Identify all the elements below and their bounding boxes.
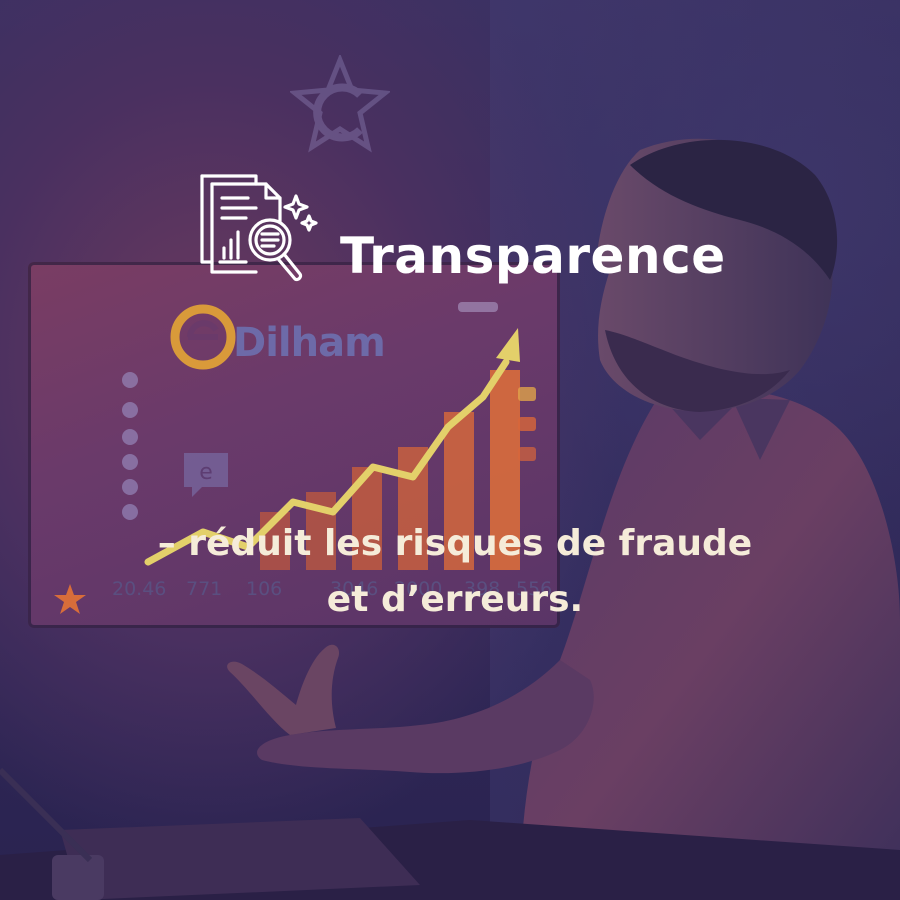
screen-number: 771	[186, 578, 223, 600]
screen-topbar	[458, 302, 498, 312]
presenter-arm	[257, 660, 594, 774]
screen-number: 556	[516, 578, 553, 600]
brand-logo-icon	[170, 304, 236, 370]
screen-bar	[444, 412, 474, 570]
svg-text:e: e	[199, 460, 213, 485]
coffee-cup	[52, 855, 104, 900]
screen-number: 398	[464, 578, 501, 600]
screen-dot	[122, 372, 138, 388]
subtitle-line-1: – réduit les risques de fraude	[157, 523, 753, 564]
screen-trend-line	[144, 358, 510, 566]
headline: Transparence	[196, 170, 796, 290]
screen-number: 3046	[330, 578, 379, 600]
screen-chart	[54, 302, 536, 614]
screen-brand-text: Dilham	[233, 320, 386, 366]
laptop	[60, 818, 420, 900]
presenter-beard	[605, 330, 790, 412]
screen-marker	[518, 447, 536, 461]
presenter-hair	[630, 139, 838, 280]
screen-dot	[122, 479, 138, 495]
desk-lamp-stand	[0, 767, 93, 863]
presenter-hand	[227, 644, 340, 735]
screen-number: 106	[246, 578, 283, 600]
screen-dot	[122, 504, 138, 520]
desk	[0, 767, 900, 900]
document-chart-magnifier-icon	[200, 174, 318, 282]
screen-dot	[122, 429, 138, 445]
screen-number-row: 20.46 771 106 3046 2000 398 556	[64, 578, 564, 608]
screen-dot	[122, 402, 138, 418]
screen-bar	[490, 370, 520, 570]
screen-marker	[518, 387, 536, 401]
screen-marker	[518, 417, 536, 431]
headline-title: Transparence	[340, 227, 726, 285]
screen-trend-arrow	[496, 328, 520, 362]
screen-star	[54, 584, 86, 614]
presenter-torso	[520, 388, 900, 900]
screen-number: 20.46	[112, 578, 167, 600]
subtitle-line-2: et d’erreurs.	[326, 579, 584, 620]
screen-dot	[122, 454, 138, 470]
subtitle: – réduit les risques de fraude et d’erre…	[80, 516, 830, 628]
presentation-screen: Dilham e 20.46 771 106 3046 2000 398 556	[28, 262, 560, 628]
screen-number: 2000	[394, 578, 443, 600]
chat-bubble-icon: e	[184, 453, 228, 497]
wall-logo-icon	[290, 55, 390, 153]
